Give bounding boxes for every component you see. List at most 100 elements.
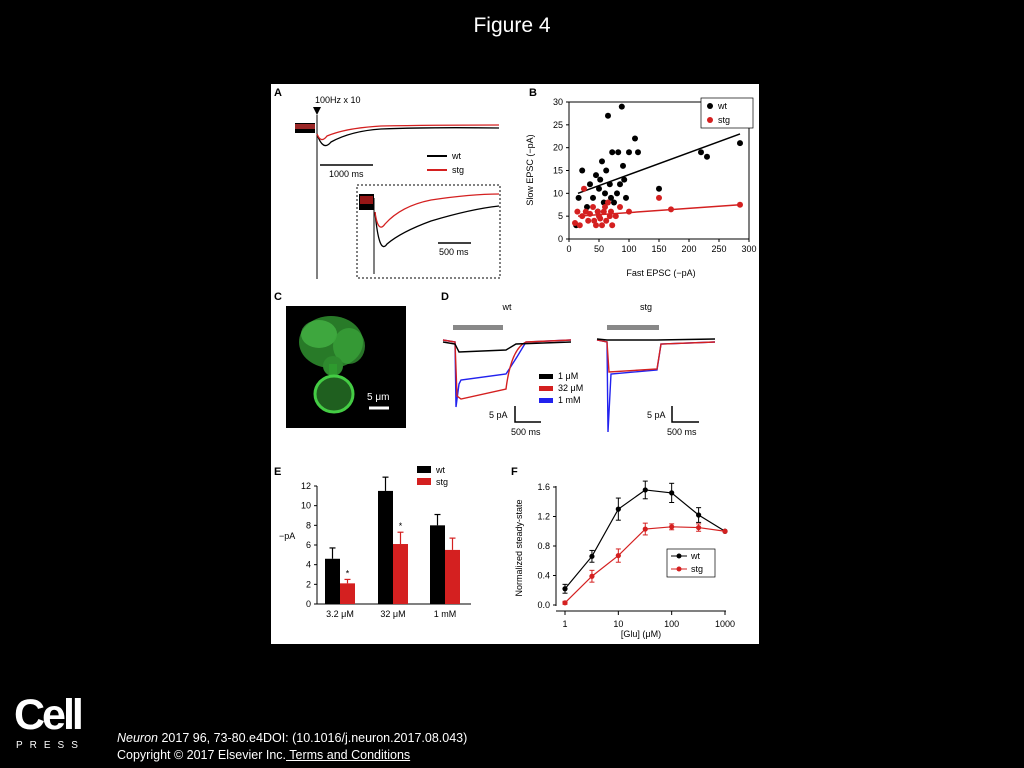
inset-noise-stg (360, 196, 373, 204)
stim-arrow-icon (313, 107, 321, 115)
scalebar-main-label: 1000 ms (329, 169, 364, 179)
trace-stg-32uM (596, 339, 716, 373)
panel-f-ytick-label: 0.8 (537, 541, 550, 551)
panel-d-scalebar-wt (514, 406, 541, 423)
panel-d-scalebar-x-wt: 500 ms (511, 427, 541, 437)
panel-b-xtick-label: 100 (621, 244, 636, 254)
cell-press-logo: Cell PRESS (14, 694, 86, 756)
panel-b-ytick-label: 25 (553, 120, 563, 130)
panel-b-point-stg (603, 217, 610, 224)
terms-link[interactable]: Terms and Conditions (286, 748, 411, 762)
panel-b-point-wt (606, 181, 613, 188)
panel-f-legend-dot-stg (676, 566, 682, 572)
panel-e-ytick-label: 10 (301, 501, 311, 511)
legend-label-stg: stg (452, 165, 464, 175)
panel-f-ytick-label: 0.0 (537, 600, 550, 610)
scalebar-inset-label: 500 ms (439, 247, 469, 257)
panel-b-point-wt (656, 185, 662, 192)
panel-b-legend-stg: stg (718, 115, 730, 125)
panel-f-xtick-label: 1000 (715, 619, 735, 629)
panel-f-point-wt (642, 487, 648, 493)
panel-f-point-wt (696, 512, 702, 518)
panel-b-point-stg (594, 208, 601, 215)
citation-details: 2017 96, 73-80.e4DOI: (10.1016/j.neuron.… (158, 731, 468, 745)
panel-b-legend-wt: wt (717, 101, 727, 111)
panel-f-point-wt (669, 490, 675, 496)
panel-b-point-wt (620, 162, 626, 169)
panel-f-point-stg (615, 552, 621, 559)
trace-wt-1uM (442, 341, 572, 353)
copyright: Copyright © 2017 Elsevier Inc. Terms and… (117, 748, 410, 762)
panel-f-point-stg (562, 600, 568, 606)
panel-b-ylabel: Slow EPSC (−pA) (525, 134, 535, 205)
panel-e-significance-marker: * (346, 568, 350, 578)
panel-d-title-stg: stg (640, 302, 652, 312)
panel-b-point-wt (617, 181, 623, 188)
panel-f-legend-dot-wt (676, 553, 682, 559)
panel-e-swatch-wt (417, 466, 431, 473)
panel-label-d: D (441, 291, 449, 303)
panel-b-legend (700, 97, 754, 129)
panel-b-ytick-label: 30 (553, 97, 563, 107)
legend-dot-wt (707, 103, 713, 109)
panel-b-ytick-label: 20 (553, 143, 563, 153)
trace-stg-1uM (596, 338, 716, 341)
panel-e-bar-wt (325, 558, 340, 604)
panel-c: 5 μm (286, 306, 406, 428)
panel-b-point-stg (599, 222, 605, 229)
legend-label-wt: wt (451, 151, 461, 161)
logo-word: Cell (14, 691, 84, 739)
panel-b-point-stg (572, 220, 578, 227)
panel-b-point-stg (606, 213, 613, 220)
panel-d-legend-1uM: 1 μM (558, 371, 578, 381)
panel-b-point-wt (587, 181, 593, 188)
neuron-image (299, 316, 365, 414)
panel-f-legend-stg: stg (691, 564, 703, 574)
panel-e-bar-wt (430, 525, 445, 604)
application-bar-wt (453, 325, 503, 330)
panel-b-point-stg (737, 201, 743, 208)
panel-label-e: E (274, 466, 281, 478)
trace-wt (316, 127, 500, 147)
panel-b-point-wt (608, 194, 614, 201)
panel-b-ytick-label: 0 (558, 234, 563, 244)
panel-e: −pA 0 2 4 6 8 10 12 3.2 μM * 32 μM * 1 mM wt stg (279, 465, 471, 619)
panel-b-ytick-label: 10 (553, 188, 563, 198)
panel-b-point-stg (576, 222, 583, 229)
figure-svg: A B C D E F 100Hz x 10 1000 ms wt stg 50… (274, 87, 757, 639)
inset-frame (356, 184, 501, 279)
panel-e-swatch-stg (417, 478, 431, 485)
panel-label-f: F (511, 466, 518, 478)
panel-label-c: C (274, 291, 282, 303)
panel-e-bar-stg (445, 549, 460, 604)
panel-label-a: A (274, 87, 282, 99)
panel-b-point-wt (621, 176, 628, 183)
panel-b-point-stg (574, 208, 581, 215)
panel-f-point-wt (562, 586, 568, 592)
panel-f-point-stg (669, 524, 675, 530)
panel-b-point-stg (600, 208, 607, 215)
panel-d-swatch-1uM (539, 374, 553, 379)
panel-b-point-wt (635, 149, 641, 156)
panel-b-point-wt (593, 172, 599, 179)
panel-b-point-wt (618, 103, 625, 110)
panel-b-point-wt (614, 190, 620, 197)
copyright-text: Copyright © 2017 Elsevier Inc. (117, 748, 287, 762)
panel-b-point-wt (698, 149, 704, 156)
panel-e-bar-stg (340, 583, 355, 604)
panel-b-point-stg (626, 208, 632, 215)
panel-b-xtick-label: 50 (594, 244, 604, 254)
panel-b-point-stg (581, 185, 587, 192)
panel-b-xtick-label: 150 (651, 244, 666, 254)
panel-b-point-stg (590, 204, 596, 211)
panel-b-point-wt (575, 194, 582, 201)
panel-e-ytick-label: 12 (301, 481, 311, 491)
panel-f-ytick-label: 1.6 (537, 482, 550, 492)
panel-b-point-wt (597, 176, 604, 183)
panel-f-xlabel: [Glu] (μM) (621, 629, 661, 639)
panel-b-point-stg (602, 204, 608, 211)
panel-d-scalebar-stg (671, 406, 699, 423)
panel-b-point-wt (584, 204, 590, 211)
panel-b-xlabel: Fast EPSC (−pA) (626, 268, 695, 278)
panel-e-category-label: 1 mM (434, 609, 457, 619)
